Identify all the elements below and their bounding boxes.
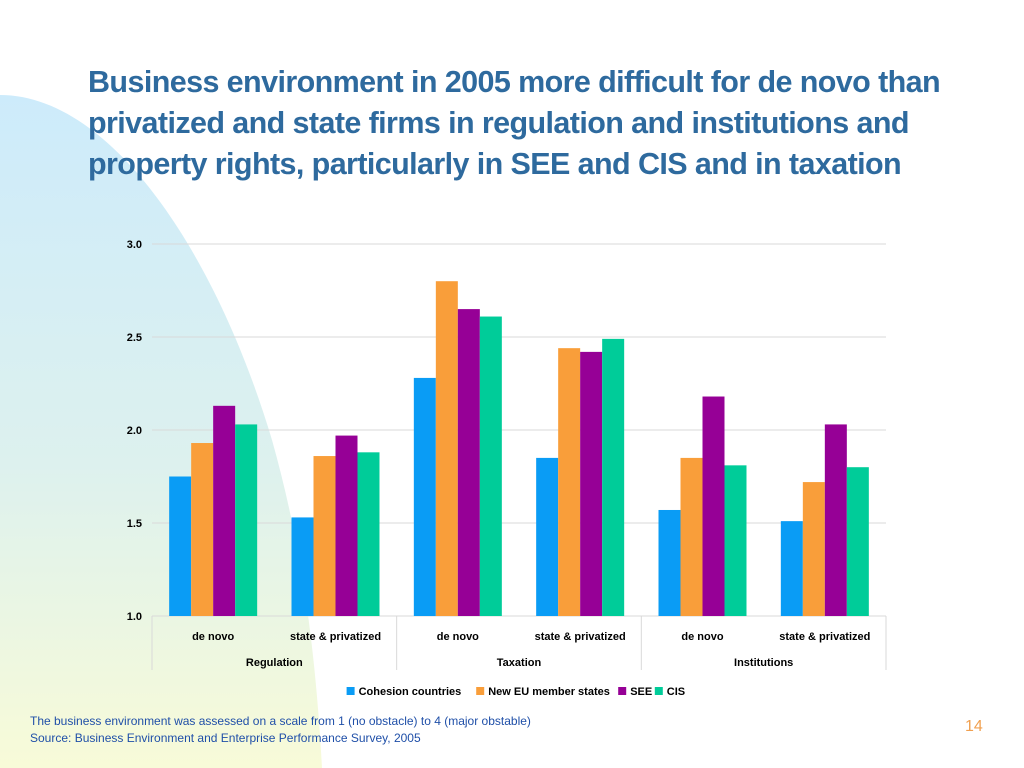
bar <box>357 452 380 616</box>
y-tick-label: 2.0 <box>127 425 142 437</box>
category-label: state & privatized <box>535 631 626 643</box>
bar <box>780 521 803 616</box>
bar <box>536 457 559 616</box>
bar <box>846 467 869 616</box>
gridlines <box>152 243 886 617</box>
axes <box>151 615 887 670</box>
bar <box>724 465 747 616</box>
bar <box>457 309 480 616</box>
bar <box>580 351 603 616</box>
bar <box>680 457 703 616</box>
legend-swatch <box>346 687 355 695</box>
legend-label: New EU member states <box>488 686 610 698</box>
source-note: Source: Business Environment and Enterpr… <box>30 731 421 745</box>
bar <box>313 456 336 616</box>
legend-swatch <box>618 687 627 695</box>
category-label: de novo <box>437 631 479 643</box>
bar <box>169 476 192 616</box>
group-label: Institutions <box>734 657 793 669</box>
legend-label: Cohesion countries <box>359 686 462 698</box>
slide-title: Business environment in 2005 more diffic… <box>88 65 941 181</box>
category-label: state & privatized <box>290 631 381 643</box>
bar <box>335 435 358 616</box>
group-label: Regulation <box>246 657 303 669</box>
axis-labels: 1.0 1.5 2.0 2.5 3.0 de novo state & privatized… <box>127 239 871 669</box>
bar <box>702 396 725 616</box>
footnote: The business environment was assessed on… <box>30 713 531 747</box>
legend-swatch <box>654 687 663 695</box>
bar <box>558 348 581 616</box>
bar <box>435 281 458 616</box>
legend: Cohesion countries New EU member states SE… <box>346 686 685 698</box>
bar <box>479 316 502 616</box>
page-number: 14 <box>965 718 983 735</box>
bar <box>602 338 625 616</box>
y-tick-label: 1.5 <box>127 518 142 530</box>
bar <box>413 377 436 616</box>
bar <box>291 517 314 616</box>
bar <box>658 509 681 616</box>
legend-label: CIS <box>667 686 685 698</box>
bars <box>169 281 869 616</box>
category-label: state & privatized <box>779 631 870 643</box>
bar <box>213 405 236 616</box>
y-tick-label: 3.0 <box>127 239 142 251</box>
bar <box>235 424 258 616</box>
y-tick-label: 2.5 <box>127 332 142 344</box>
legend-swatch <box>476 687 485 695</box>
bar <box>824 424 847 616</box>
group-label: Taxation <box>497 657 542 669</box>
category-label: de novo <box>192 631 234 643</box>
bar <box>191 443 214 616</box>
legend-label: SEE <box>630 686 652 698</box>
bar <box>802 482 825 616</box>
scale-note: The business environment was assessed on… <box>30 714 531 728</box>
category-label: de novo <box>681 631 723 643</box>
y-tick-label: 1.0 <box>127 611 142 623</box>
